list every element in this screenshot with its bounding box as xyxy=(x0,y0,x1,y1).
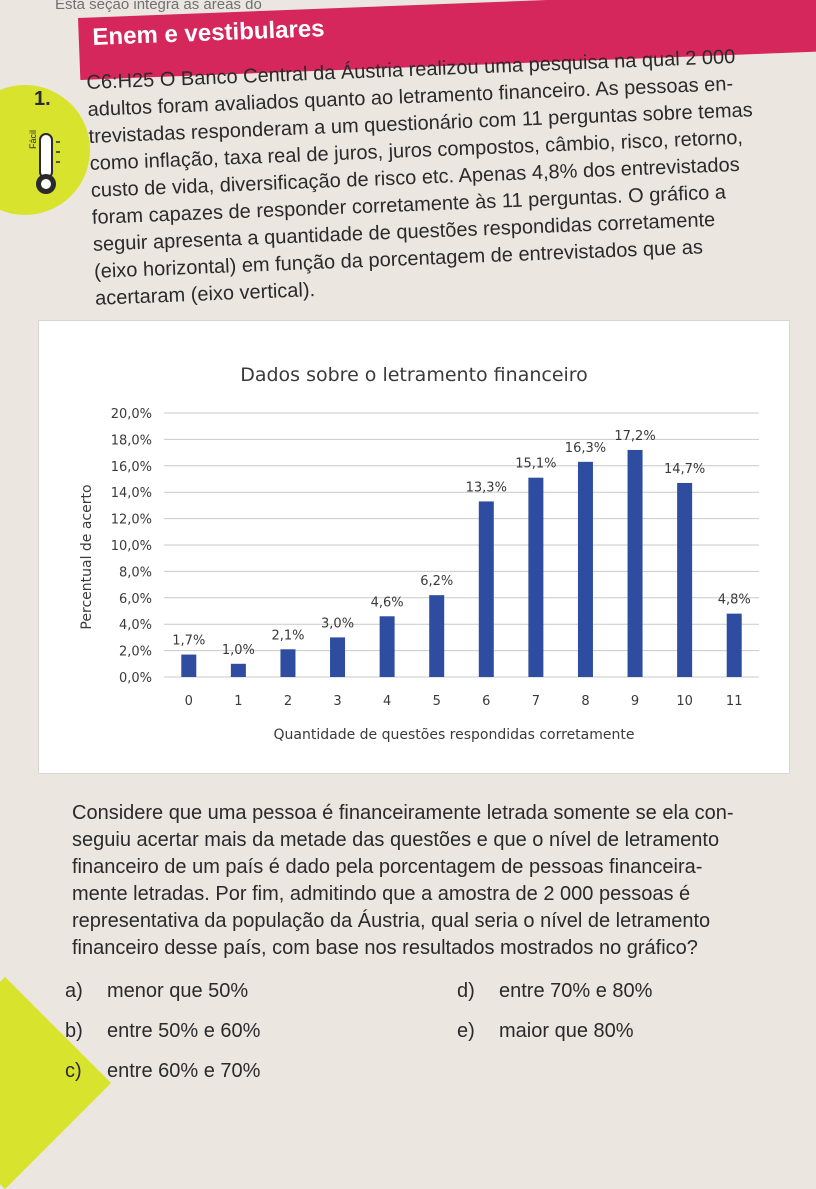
option-a[interactable]: a) menor que 50% xyxy=(65,980,248,1003)
data-label: 1,7% xyxy=(172,634,205,649)
x-tick-label: 4 xyxy=(383,694,391,709)
bar xyxy=(181,654,197,677)
option-letter: e) xyxy=(457,1020,475,1042)
option-d[interactable]: d) entre 70% e 80% xyxy=(457,980,652,1003)
statement-line: representativa da população da Áustria, … xyxy=(72,910,711,932)
y-tick-label: 20,0% xyxy=(111,407,152,422)
chart-box: Dados sobre o letramento financeiro Perc… xyxy=(38,320,790,774)
data-label: 16,3% xyxy=(565,441,606,456)
difficulty-indicator: Fácil xyxy=(28,130,68,200)
y-tick-label: 12,0% xyxy=(111,513,152,528)
bar xyxy=(528,477,544,677)
data-label: 2,1% xyxy=(271,628,304,643)
option-text: maior que 80% xyxy=(499,1020,634,1042)
data-label: 4,8% xyxy=(718,593,751,608)
y-tick-label: 14,0% xyxy=(111,486,152,501)
y-axis-label: Percentual de acerto xyxy=(79,484,95,629)
x-tick-label: 9 xyxy=(631,694,639,709)
bar xyxy=(726,613,742,677)
y-tick-label: 10,0% xyxy=(111,539,152,554)
bar xyxy=(230,663,246,677)
option-b[interactable]: b) entre 50% e 60% xyxy=(65,1020,260,1043)
data-label: 17,2% xyxy=(614,429,655,444)
x-tick-label: 5 xyxy=(433,694,441,709)
x-tick-label: 7 xyxy=(532,694,540,709)
x-tick-label: 1 xyxy=(234,694,242,709)
data-label: 15,1% xyxy=(515,457,556,472)
option-letter: c) xyxy=(65,1060,82,1082)
bar xyxy=(379,616,395,677)
y-tick-label: 16,0% xyxy=(111,460,152,475)
option-text: entre 60% e 70% xyxy=(107,1060,261,1082)
statement-line: Considere que uma pessoa é financeiramen… xyxy=(72,802,734,824)
y-tick-label: 8,0% xyxy=(119,565,152,580)
thermometer-icon xyxy=(36,133,60,194)
x-tick-label: 2 xyxy=(284,694,292,709)
statement-line: financeiro de um país é dado pela porcen… xyxy=(72,856,703,878)
bar-chart: Dados sobre o letramento financeiro Perc… xyxy=(79,364,759,743)
statement-line: financeiro desse país, com base nos resu… xyxy=(72,937,698,959)
y-tick-label: 0,0% xyxy=(119,671,152,686)
y-tick-label: 18,0% xyxy=(111,433,152,448)
x-tick-label: 11 xyxy=(726,694,743,709)
bar xyxy=(429,595,445,677)
data-label: 1,0% xyxy=(222,643,255,658)
option-text: entre 50% e 60% xyxy=(107,1020,261,1042)
option-c[interactable]: c) entre 60% e 70% xyxy=(65,1060,260,1083)
y-tick-label: 6,0% xyxy=(119,592,152,607)
option-e[interactable]: e) maior que 80% xyxy=(457,1020,634,1043)
x-tick-label: 10 xyxy=(676,694,693,709)
x-tick-label: 8 xyxy=(581,694,589,709)
option-letter: b) xyxy=(65,1020,83,1042)
bar xyxy=(478,501,494,677)
x-tick-label: 6 xyxy=(482,694,490,709)
y-tick-label: 2,0% xyxy=(119,645,152,660)
question-intro: C6:H25 O Banco Central da Áustria realiz… xyxy=(86,42,795,313)
y-tick-label: 4,0% xyxy=(119,618,152,633)
bar xyxy=(677,482,693,677)
data-label: 3,0% xyxy=(321,616,354,631)
data-label: 6,2% xyxy=(420,574,453,589)
option-letter: d) xyxy=(457,980,475,1002)
bar xyxy=(577,461,593,677)
x-axis-label: Quantidade de questões respondidas corre… xyxy=(274,727,635,743)
option-text: entre 70% e 80% xyxy=(499,980,653,1002)
data-label: 4,6% xyxy=(371,595,404,610)
question-statement: Considere que uma pessoa é financeiramen… xyxy=(72,800,802,962)
data-label: 14,7% xyxy=(664,462,705,477)
chart-title: Dados sobre o letramento financeiro xyxy=(240,364,588,386)
question-number: 1. xyxy=(34,88,51,110)
top-note: Esta seção integra as áreas do xyxy=(55,0,262,13)
statement-line: seguiu acertar mais da metade das questõ… xyxy=(72,829,720,851)
data-label: 13,3% xyxy=(466,480,507,495)
bar xyxy=(280,649,296,677)
x-tick-label: 3 xyxy=(333,694,341,709)
x-tick-label: 0 xyxy=(185,694,193,709)
option-text: menor que 50% xyxy=(107,980,249,1002)
option-letter: a) xyxy=(65,980,83,1002)
bar xyxy=(330,637,346,677)
statement-line: mente letradas. Por fim, admitindo que a… xyxy=(72,883,691,905)
bar xyxy=(627,449,643,677)
